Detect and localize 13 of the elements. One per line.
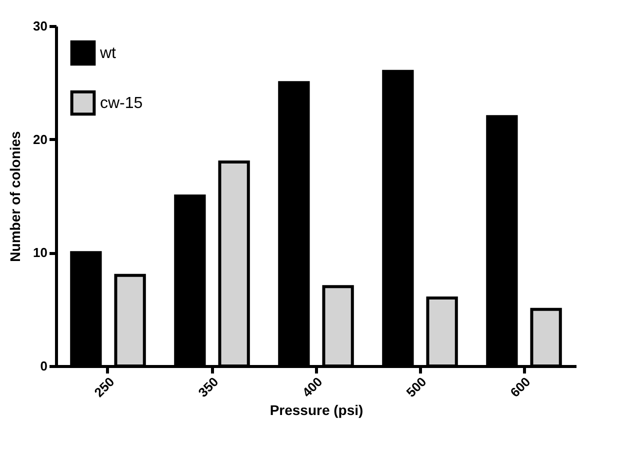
x-axis-title: Pressure (psi) xyxy=(270,402,364,418)
x-tick-label: 500 xyxy=(403,374,430,400)
x-tick-label: 600 xyxy=(507,374,534,400)
x-tick-label: 400 xyxy=(299,374,326,400)
legend-label: cw-15 xyxy=(100,95,143,112)
x-tick-label: 250 xyxy=(91,374,118,400)
legend-label: wt xyxy=(99,45,117,62)
x-tick-label: 350 xyxy=(195,374,222,400)
y-tick-label: 0 xyxy=(40,358,48,374)
y-axis-title: Number of colonies xyxy=(7,130,24,262)
y-tick-label: 10 xyxy=(33,245,48,260)
y-tick-label: 20 xyxy=(33,132,48,147)
y-tick-label: 30 xyxy=(33,18,48,34)
